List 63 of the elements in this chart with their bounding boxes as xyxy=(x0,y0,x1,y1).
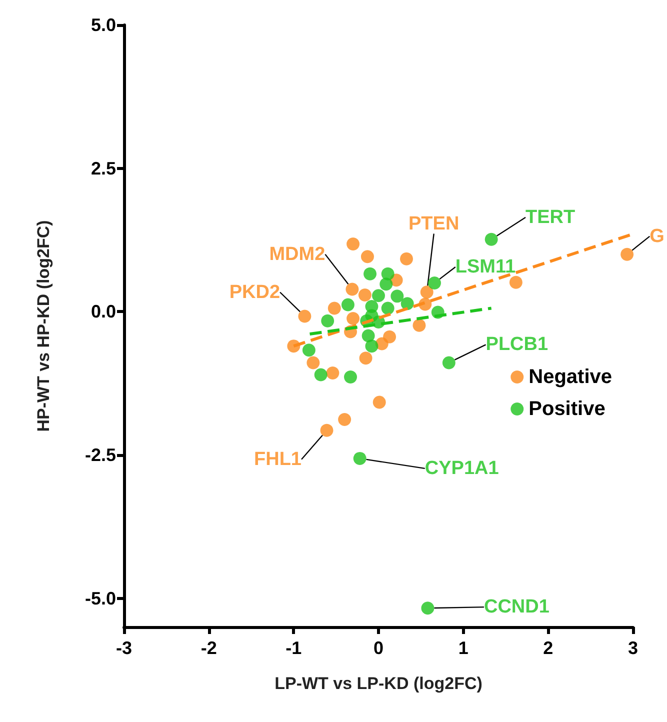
x-tick-label: 3 xyxy=(628,638,638,658)
point xyxy=(302,344,316,357)
point xyxy=(314,368,328,382)
annotation: TERT xyxy=(526,206,576,228)
point xyxy=(346,312,360,326)
point xyxy=(362,329,375,342)
point xyxy=(321,314,334,328)
x-tick-label: -1 xyxy=(286,638,302,658)
point xyxy=(620,248,634,261)
point xyxy=(346,238,360,251)
point xyxy=(420,286,434,299)
annotation: CCND1 xyxy=(484,596,550,618)
point xyxy=(344,370,358,384)
point xyxy=(412,318,426,332)
x-tick-label: -3 xyxy=(116,638,132,658)
y-tick-label: -5.0 xyxy=(84,588,116,608)
annotation: G xyxy=(650,226,664,247)
annotation: PLCB1 xyxy=(486,334,548,356)
y-axis-title: HP-WT vs HP-KD (log2FC) xyxy=(34,220,53,432)
point xyxy=(358,288,372,302)
point xyxy=(428,276,441,290)
point xyxy=(341,298,354,312)
point xyxy=(442,356,456,370)
annotation: PKD2 xyxy=(229,282,280,303)
legend-label: Positive xyxy=(528,398,606,420)
point xyxy=(326,366,340,380)
point xyxy=(421,602,434,615)
point xyxy=(365,340,378,353)
point xyxy=(375,337,388,350)
point xyxy=(381,302,394,315)
point xyxy=(360,250,374,264)
point xyxy=(353,452,366,465)
point xyxy=(320,424,334,437)
point xyxy=(328,302,341,315)
annotation: MDM2 xyxy=(269,244,326,265)
point xyxy=(364,267,377,280)
x-axis-title: LP-WT vs LP-KD (log2FC) xyxy=(274,674,482,693)
x-tick-label: 1 xyxy=(458,638,468,658)
legend-label: Negative xyxy=(528,366,612,388)
point xyxy=(306,356,320,370)
point xyxy=(298,310,312,323)
annotation: LSM11 xyxy=(455,256,516,278)
point xyxy=(390,290,404,303)
point xyxy=(338,412,352,426)
point xyxy=(359,352,372,365)
x-tick-label: -2 xyxy=(200,638,217,658)
x-tick-label: 0 xyxy=(373,638,384,658)
point xyxy=(346,282,359,296)
annotation: FHL1 xyxy=(254,448,302,470)
point xyxy=(400,297,414,310)
y-tick-label: 0.0 xyxy=(90,302,116,322)
y-tick-label: 2.5 xyxy=(90,158,116,178)
annotation: CYP1A1 xyxy=(424,458,500,479)
point xyxy=(484,232,498,246)
annotation: PTEN xyxy=(408,214,460,235)
point xyxy=(372,396,386,409)
point xyxy=(372,289,385,302)
point xyxy=(400,252,413,266)
y-tick-label: -2.5 xyxy=(84,445,116,465)
point xyxy=(380,278,393,291)
point xyxy=(509,276,522,289)
y-tick-label: 5.0 xyxy=(90,15,116,35)
x-tick-label: 2 xyxy=(543,638,554,658)
